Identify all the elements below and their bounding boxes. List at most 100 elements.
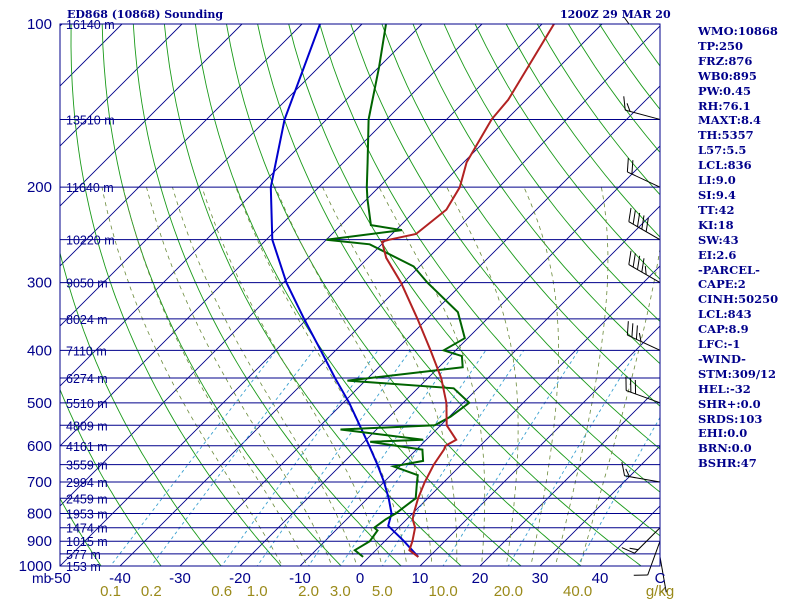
wind-barb	[633, 541, 661, 576]
index-item: WMO:10868	[698, 24, 778, 38]
dry-adiabat-line	[194, 24, 522, 566]
index-item: LI:9.0	[698, 173, 736, 188]
mixing-ratio-line	[150, 350, 315, 566]
mixing-ratio-line	[256, 350, 411, 566]
isotherm-line	[0, 24, 2, 577]
moist-adiabat-line	[554, 187, 609, 566]
wind-barb-feather	[628, 250, 632, 265]
moist-adiabat-line	[446, 187, 519, 566]
wind-barb-feather	[631, 160, 634, 175]
moist-adiabat-line	[172, 187, 358, 566]
dry-adiabat-line	[443, 24, 660, 322]
pressure-tick-label: 300	[27, 275, 52, 292]
wind-barb-feather	[659, 587, 666, 594]
isotherm-line	[60, 24, 603, 566]
temperature-tick-label: C	[655, 570, 666, 587]
temperature-tick-label: -20	[229, 570, 251, 587]
moist-adiabat-line	[322, 187, 458, 566]
index-item: EI:2.6	[698, 247, 737, 262]
pressure-tick-label: 100	[27, 16, 52, 33]
isotherm-line	[60, 24, 423, 387]
temperature-tick-label: 30	[532, 570, 549, 587]
dewpoint-trace	[326, 24, 471, 558]
height-label: 1953 m	[66, 507, 108, 521]
wind-barb-feather	[636, 212, 641, 227]
mixing-ratio-line	[221, 350, 379, 566]
wind-barb-staff	[624, 475, 661, 483]
mixing-ratio-label: g/kg	[646, 583, 674, 600]
pressure-tick-label: 500	[27, 395, 52, 412]
temperature-tick-label: -40	[109, 570, 131, 587]
wind-barb-staff	[659, 556, 667, 593]
mixing-ratio-label: 10.0	[429, 583, 458, 600]
height-label: 153 m	[66, 560, 101, 574]
moist-adiabat-line	[378, 187, 486, 566]
mixing-ratio-label: 40.0	[563, 583, 592, 600]
isotherm-line	[539, 445, 660, 566]
index-item: TP:250	[698, 38, 744, 53]
dry-adiabat-line	[60, 251, 222, 566]
isotherm-line	[60, 24, 243, 207]
mixing-ratio-label: 2.0	[298, 583, 319, 600]
wind-barb-feather	[632, 210, 636, 225]
wind-barb-staff	[627, 171, 661, 188]
temperature-tick-label: -30	[169, 570, 191, 587]
wind-barb-feather	[635, 325, 638, 340]
dry-adiabat-line	[163, 24, 462, 566]
isobar-lines	[60, 23, 660, 567]
temperature-tick-label: -50	[49, 570, 71, 587]
index-item: TT:42	[698, 202, 735, 217]
dry-adiabat-line	[319, 24, 660, 493]
wind-barb-feather	[626, 158, 629, 172]
index-item: -PARCEL-	[698, 262, 760, 277]
mixing-ratio-line	[307, 350, 458, 566]
index-item: SRDS:103	[698, 411, 763, 426]
wind-barb-feather	[626, 103, 631, 112]
index-item: STM:309/12	[698, 366, 777, 381]
wind-barb	[659, 556, 667, 594]
mixing-ratio-line	[442, 350, 579, 566]
dry-adiabat-line	[226, 24, 582, 566]
isotherm-line	[479, 385, 660, 566]
height-label: 2994 m	[66, 476, 108, 490]
mixing-ratio-label: 20.0	[494, 583, 523, 600]
wind-barb	[621, 527, 661, 554]
sounding-time: 1200Z 29 MAR 20	[560, 8, 671, 21]
station-title: ED868 (10868) Sounding	[67, 8, 224, 21]
pressure-tick-label: 400	[27, 342, 52, 359]
wind-barb	[628, 207, 661, 241]
wind-barb	[626, 321, 661, 351]
index-item: TH:5357	[698, 128, 754, 143]
wind-barb	[623, 96, 661, 120]
sounding-traces	[269, 24, 555, 558]
wind-barb-staff	[625, 109, 661, 120]
index-item: FRZ:876	[698, 53, 753, 68]
wind-barb-feather	[645, 217, 649, 232]
wind-barb-feather	[632, 253, 636, 268]
height-label: 6274 m	[66, 372, 108, 386]
temperature-tick-label: 40	[592, 570, 609, 587]
index-item: WB0:895	[698, 68, 757, 83]
mixing-ratio-label: 3.0	[330, 583, 351, 600]
height-label: 8024 m	[66, 313, 108, 327]
temperature-tick-label: 20	[472, 570, 489, 587]
moist-adiabat-line	[201, 187, 383, 566]
wind-barb-feather	[636, 255, 641, 270]
wind-barb-feather	[644, 265, 647, 275]
index-item: PW:0.45	[698, 83, 752, 98]
dry-adiabat-line	[412, 24, 660, 365]
index-item: EHI:0.0	[698, 426, 748, 441]
isotherm-line	[419, 325, 660, 566]
height-label: 9050 m	[66, 277, 108, 291]
isotherm-line	[60, 24, 363, 327]
index-item: SI:9.4	[698, 187, 736, 202]
wind-barb-feather	[626, 321, 629, 336]
wind-barb-feather	[625, 468, 630, 477]
height-label: 1015 m	[66, 535, 108, 549]
dry-adiabat-line	[60, 388, 162, 566]
wind-barb-feather	[638, 332, 642, 342]
index-item: L57:5.5	[698, 143, 747, 158]
index-item: BRN:0.0	[698, 441, 752, 456]
wind-barb-staff	[628, 221, 661, 241]
